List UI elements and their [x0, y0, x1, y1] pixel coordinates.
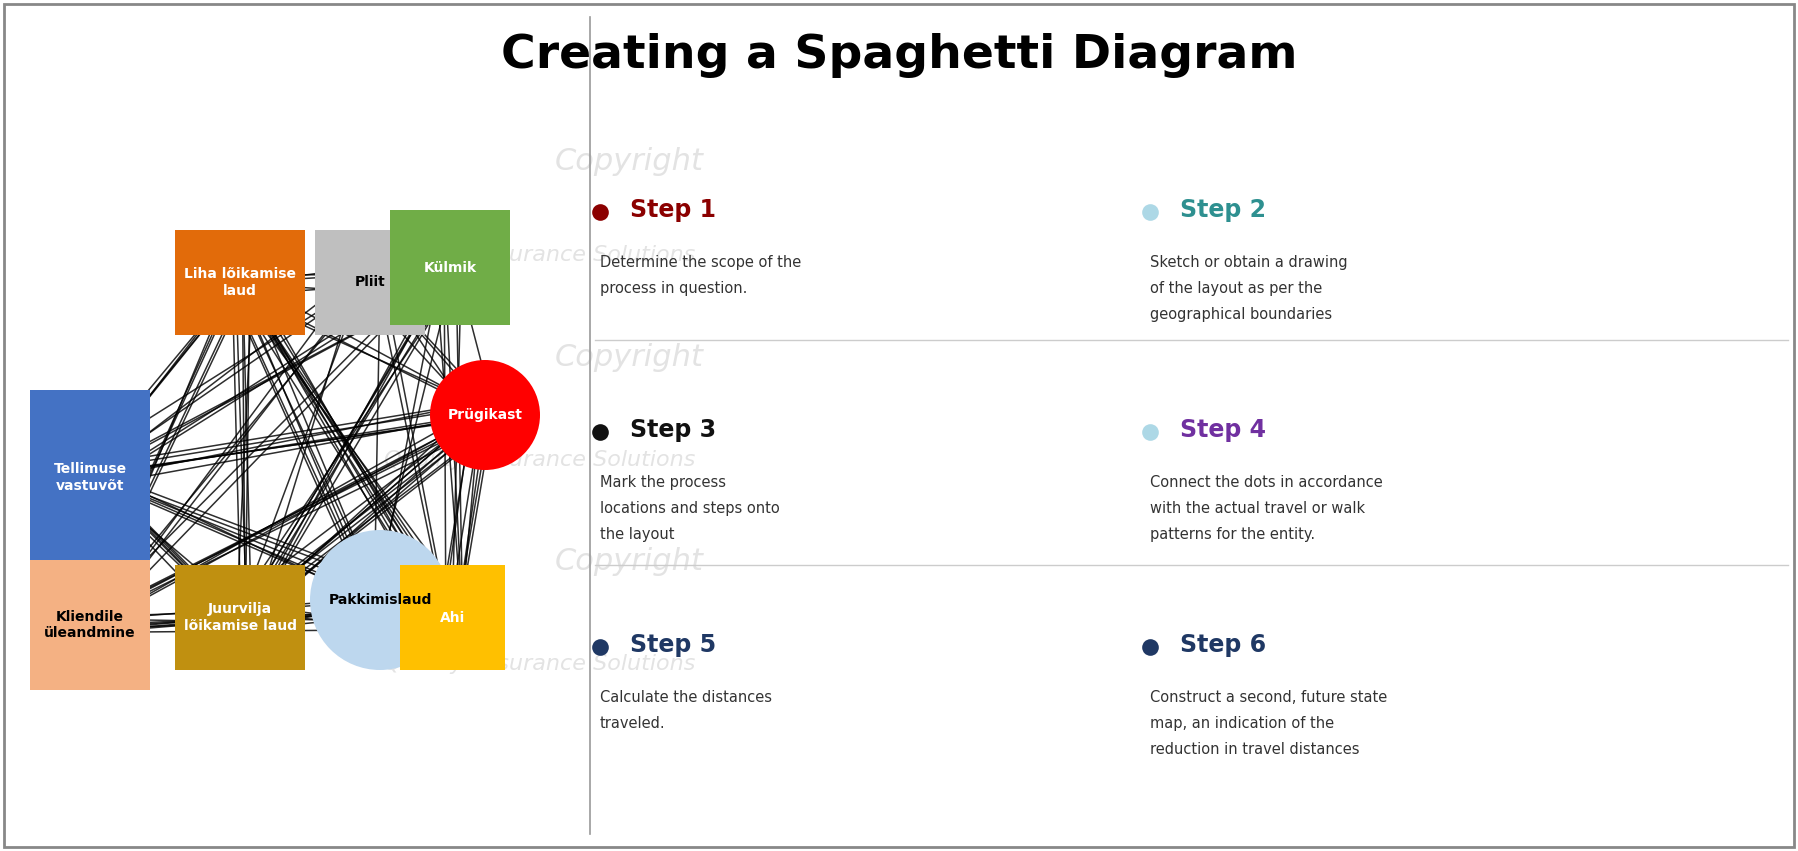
Text: Connect the dots in accordance
with the actual travel or walk
patterns for the e: Connect the dots in accordance with the …: [1151, 475, 1383, 541]
Text: Pliit: Pliit: [354, 276, 385, 289]
Text: Determine the scope of the
process in question.: Determine the scope of the process in qu…: [601, 255, 802, 296]
Text: Kliendile
üleandmine: Kliendile üleandmine: [45, 610, 137, 640]
Text: Step 1: Step 1: [629, 198, 716, 222]
Text: Mark the process
locations and steps onto
the layout: Mark the process locations and steps ont…: [601, 475, 780, 541]
Text: Tellimuse
vastuvõt: Tellimuse vastuvõt: [54, 462, 126, 493]
FancyBboxPatch shape: [315, 230, 424, 335]
Text: Creating a Spaghetti Diagram: Creating a Spaghetti Diagram: [502, 32, 1296, 77]
Text: Construct a second, future state
map, an indication of the
reduction in travel d: Construct a second, future state map, an…: [1151, 690, 1388, 757]
Text: Copyright: Copyright: [556, 547, 703, 576]
Text: Step 5: Step 5: [629, 633, 716, 657]
Text: Step 3: Step 3: [629, 418, 716, 442]
Text: Sketch or obtain a drawing
of the layout as per the
geographical boundaries: Sketch or obtain a drawing of the layout…: [1151, 255, 1348, 322]
FancyBboxPatch shape: [174, 565, 306, 670]
FancyBboxPatch shape: [174, 230, 306, 335]
FancyBboxPatch shape: [390, 210, 511, 325]
Text: Copyright: Copyright: [556, 343, 703, 372]
Text: Ahi: Ahi: [441, 610, 466, 625]
Text: Liha lõikamise
laud: Liha lõikamise laud: [183, 267, 297, 298]
Text: Prügikast: Prügikast: [448, 408, 523, 422]
Text: Quality Assurance Solutions: Quality Assurance Solutions: [383, 449, 696, 470]
Text: Quality Assurance Solutions: Quality Assurance Solutions: [383, 654, 696, 674]
Ellipse shape: [309, 530, 450, 670]
FancyBboxPatch shape: [399, 565, 505, 670]
Text: Külmik: Külmik: [424, 260, 476, 275]
Text: Step 4: Step 4: [1179, 418, 1266, 442]
Text: Step 2: Step 2: [1179, 198, 1266, 222]
FancyBboxPatch shape: [31, 390, 149, 565]
Ellipse shape: [430, 360, 539, 470]
Text: Copyright: Copyright: [556, 147, 703, 176]
FancyBboxPatch shape: [31, 560, 149, 690]
Text: Step 6: Step 6: [1179, 633, 1266, 657]
Text: Pakkimislaud: Pakkimislaud: [329, 593, 432, 607]
Text: Juurvilja
lõikamise laud: Juurvilja lõikamise laud: [183, 603, 297, 632]
Text: Quality Assurance Solutions: Quality Assurance Solutions: [383, 245, 696, 266]
Text: Calculate the distances
traveled.: Calculate the distances traveled.: [601, 690, 771, 731]
